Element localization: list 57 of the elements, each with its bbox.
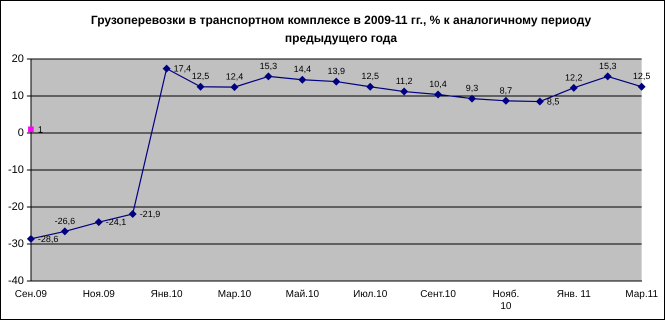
x-tick-label: Янв. 11	[556, 288, 592, 300]
x-tick-label: Нояб. 10	[492, 288, 520, 312]
y-tick-label: -30	[8, 238, 24, 250]
x-tick-label: Мар.11	[625, 288, 658, 300]
data-label: 13,9	[328, 66, 346, 76]
y-tick-label: 10	[12, 90, 24, 102]
point	[502, 96, 510, 105]
x-tick-label: Ноя.09	[82, 288, 116, 300]
data-label: 12,4	[226, 72, 244, 82]
data-label: -26,6	[54, 216, 76, 226]
x-tick-label: Май.10	[286, 288, 320, 300]
y-tick-label: 0	[18, 127, 24, 140]
point	[570, 84, 578, 92]
data-label: 1	[38, 124, 43, 134]
x-tick-label: Июл.10	[353, 288, 388, 300]
data-label: 15,3	[260, 60, 278, 71]
x-tick-label: Мар.10	[218, 288, 252, 300]
y-tick-label: -20	[8, 201, 24, 214]
point	[94, 218, 103, 226]
data-label: -24,1	[106, 217, 126, 228]
y-tick-label: -40	[8, 275, 24, 288]
data-label: 12,5	[361, 71, 379, 82]
point	[128, 210, 137, 218]
data-label: 10,4	[429, 79, 447, 90]
point	[536, 98, 544, 106]
data-label: 14,4	[294, 64, 312, 74]
chart-title: Грузоперевозки в транспортном комплексе в 2009-11 гг., % к аналогичному периоду предыдущего года	[90, 12, 592, 47]
point	[366, 82, 374, 91]
y-tick-label: 20	[12, 53, 24, 66]
point	[162, 64, 171, 73]
point	[298, 76, 306, 84]
data-label: 12,5	[192, 71, 210, 82]
y-tick-label: -10	[8, 164, 24, 176]
data-label: -21,9	[140, 209, 160, 220]
point	[230, 83, 238, 92]
point	[434, 90, 442, 99]
point	[26, 234, 35, 243]
point	[196, 82, 205, 91]
data-label: 12,2	[565, 72, 583, 82]
point	[60, 227, 69, 236]
data-label: 8,7	[500, 85, 512, 96]
data-label: -28,6	[38, 234, 58, 244]
x-tick-label: Янв.10	[150, 288, 184, 300]
data-label: 11,2	[396, 76, 413, 86]
point	[264, 72, 272, 80]
data-label: 9,3	[466, 83, 478, 94]
point	[604, 72, 612, 80]
point	[468, 94, 476, 103]
data-label: 17,4	[174, 64, 192, 74]
data-label: 12,5	[632, 71, 650, 82]
point	[638, 82, 646, 91]
point	[400, 88, 408, 96]
point	[332, 78, 340, 86]
x-tick-label: Сент.10	[420, 288, 456, 300]
data-label: 15,3	[598, 60, 616, 71]
data-label: 8,5	[546, 96, 560, 107]
x-tick-label: Сен.09	[14, 288, 48, 300]
